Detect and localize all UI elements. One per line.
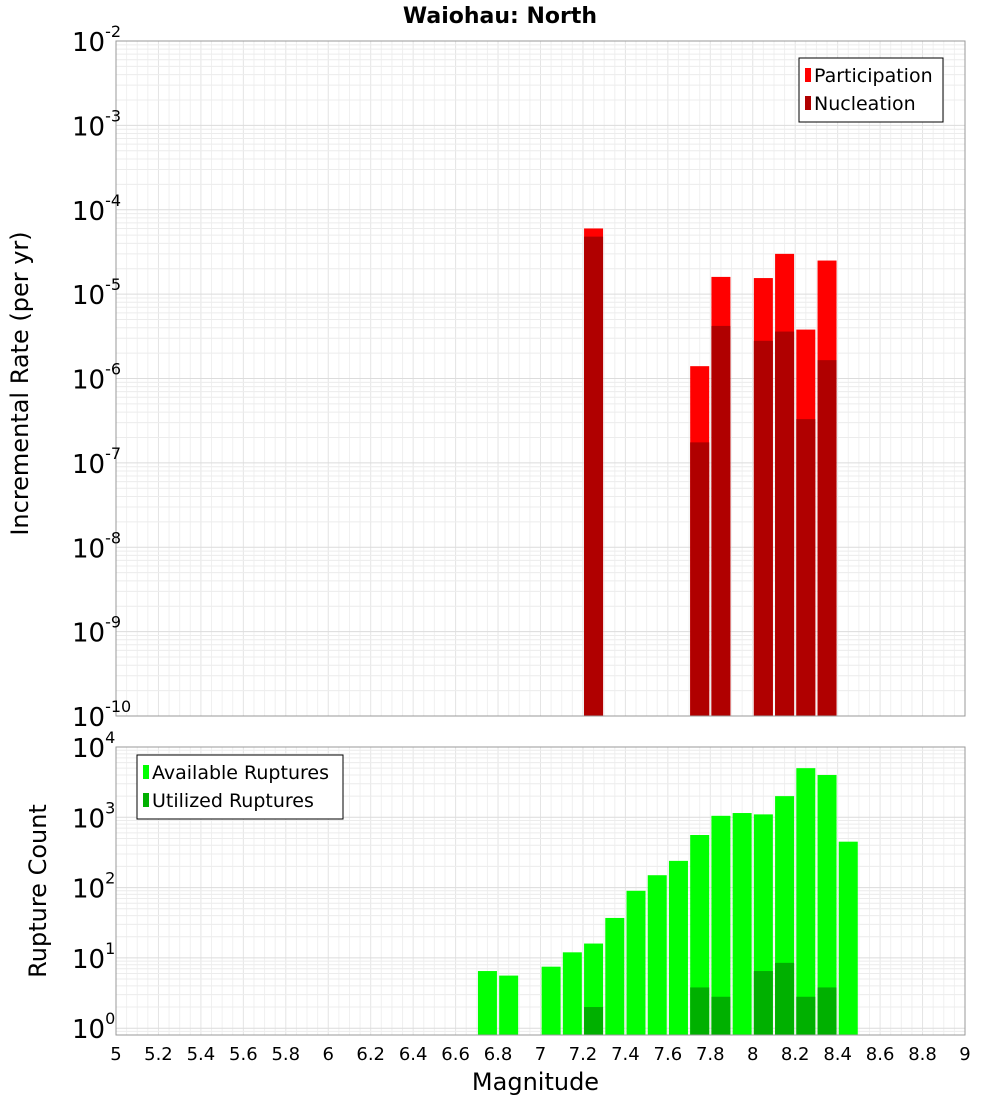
y-tick-label: 102 — [72, 869, 115, 905]
nucleation-bar — [584, 236, 604, 716]
x-tick-label: 8.6 — [866, 1044, 895, 1065]
available-ruptures-bar — [562, 952, 582, 1035]
x-tick-label: 7.4 — [611, 1044, 640, 1065]
utilized-ruptures-bar — [817, 987, 837, 1035]
available-ruptures-bar — [541, 966, 561, 1035]
y-tick-label: 100 — [72, 1009, 115, 1045]
x-tick-label: 8 — [747, 1044, 758, 1065]
available-ruptures-bar — [626, 890, 646, 1035]
bottom-plot-frame — [115, 746, 966, 1036]
y-tick-label: 101 — [72, 939, 115, 975]
x-tick-label: 6.6 — [441, 1044, 470, 1065]
available-ruptures-bar — [817, 774, 837, 1035]
legend-entry: Utilized Ruptures — [152, 790, 314, 812]
available-ruptures-bar — [711, 815, 731, 1035]
bottom-bars — [477, 768, 858, 1035]
available-ruptures-bar — [499, 975, 519, 1035]
nucleation-bar — [711, 325, 731, 716]
x-tick-label: 8.4 — [823, 1044, 852, 1065]
utilized-ruptures-bar — [690, 987, 710, 1035]
x-tick-label: 5.2 — [144, 1044, 173, 1065]
y-tick-label: 10-6 — [72, 360, 121, 396]
x-axis-label: Magnitude — [472, 1068, 599, 1096]
top-bars — [584, 228, 837, 716]
utilized-ruptures-bar — [775, 962, 795, 1035]
nucleation-bar — [753, 340, 773, 716]
x-tick-label: 7.6 — [654, 1044, 683, 1065]
top-grid — [115, 40, 966, 717]
x-tick-label: 5.8 — [271, 1044, 300, 1065]
bottom-y-ticks: 100 101 102 103 104 — [72, 728, 115, 1045]
y-tick-label: 10-7 — [72, 444, 121, 480]
x-ticks: 5 5.2 5.4 5.6 5.8 6 6.2 6.4 6.6 6.8 7 7.2 7.4 7.6 7.8 8… — [110, 1044, 970, 1065]
y-tick-label: 10-4 — [72, 191, 121, 227]
x-tick-label: 7.2 — [569, 1044, 598, 1065]
x-tick-label: 8.2 — [781, 1044, 810, 1065]
x-tick-label: 5.6 — [229, 1044, 258, 1065]
top-y-axis-label: Incremental Rate (per yr) — [6, 231, 34, 535]
x-tick-label: 6.4 — [399, 1044, 428, 1065]
x-tick-label: 6.8 — [484, 1044, 513, 1065]
y-tick-label: 10-10 — [72, 697, 131, 733]
legend-swatch — [805, 68, 811, 82]
legend-entry: Nucleation — [814, 93, 916, 115]
bottom-grid — [115, 746, 966, 1036]
x-tick-label: 9 — [959, 1044, 970, 1065]
utilized-ruptures-bar — [584, 1007, 604, 1035]
available-ruptures-bar — [732, 813, 752, 1035]
available-ruptures-bar — [796, 768, 816, 1035]
legend-swatch — [143, 765, 149, 779]
nucleation-bar — [796, 419, 816, 716]
x-tick-label: 5 — [110, 1044, 121, 1065]
legend-entry: Participation — [814, 65, 933, 87]
x-tick-label: 7 — [535, 1044, 546, 1065]
bottom-legend: Available Ruptures Utilized Ruptures — [136, 754, 344, 820]
nucleation-bar — [690, 442, 710, 716]
utilized-ruptures-bar — [711, 996, 731, 1035]
y-tick-label: 103 — [72, 798, 115, 834]
utilized-ruptures-bar — [796, 996, 816, 1035]
x-tick-label: 6 — [323, 1044, 334, 1065]
top-legend: Participation Nucleation — [798, 57, 944, 123]
available-ruptures-bar — [477, 971, 497, 1035]
utilized-ruptures-bar — [753, 971, 773, 1035]
y-tick-label: 10-8 — [72, 528, 121, 564]
y-tick-label: 10-9 — [72, 613, 121, 649]
top-y-ticks: 10-10 10-9 10-8 10-7 10-6 10-5 10-4 10-3 10-2 — [72, 22, 131, 733]
available-ruptures-bar — [838, 841, 858, 1035]
legend-entry: Available Ruptures — [152, 762, 329, 784]
bottom-y-axis-label: Rupture Count — [24, 804, 52, 978]
nucleation-bar — [775, 331, 795, 716]
chart-title: Waiohau: North — [403, 4, 597, 29]
x-tick-label: 8.8 — [908, 1044, 937, 1065]
legend-swatch — [805, 96, 811, 110]
participation-rate-panel: 10-10 10-9 10-8 10-7 10-6 10-5 10-4 10-3 10-2 In… — [6, 22, 966, 733]
legend-box — [136, 754, 344, 820]
y-tick-label: 104 — [72, 728, 115, 764]
y-tick-label: 10-3 — [72, 106, 121, 142]
y-tick-label: 10-5 — [72, 275, 121, 311]
x-tick-label: 5.4 — [187, 1044, 216, 1065]
x-tick-label: 7.8 — [696, 1044, 725, 1065]
available-ruptures-bar — [668, 860, 688, 1035]
x-tick-label: 6.2 — [356, 1044, 385, 1065]
available-ruptures-bar — [647, 875, 667, 1035]
top-plot-frame — [115, 40, 966, 717]
available-ruptures-bar — [690, 834, 710, 1035]
legend-box — [798, 57, 944, 123]
y-tick-label: 10-2 — [72, 22, 121, 58]
available-ruptures-bar — [605, 917, 625, 1035]
rupture-count-panel: 100 101 102 103 104 5 5.2 5.4 5.6 5.8 6 6.2 6.4 6.6 6… — [24, 728, 971, 1096]
nucleation-bar — [817, 360, 837, 716]
legend-swatch — [143, 793, 149, 807]
